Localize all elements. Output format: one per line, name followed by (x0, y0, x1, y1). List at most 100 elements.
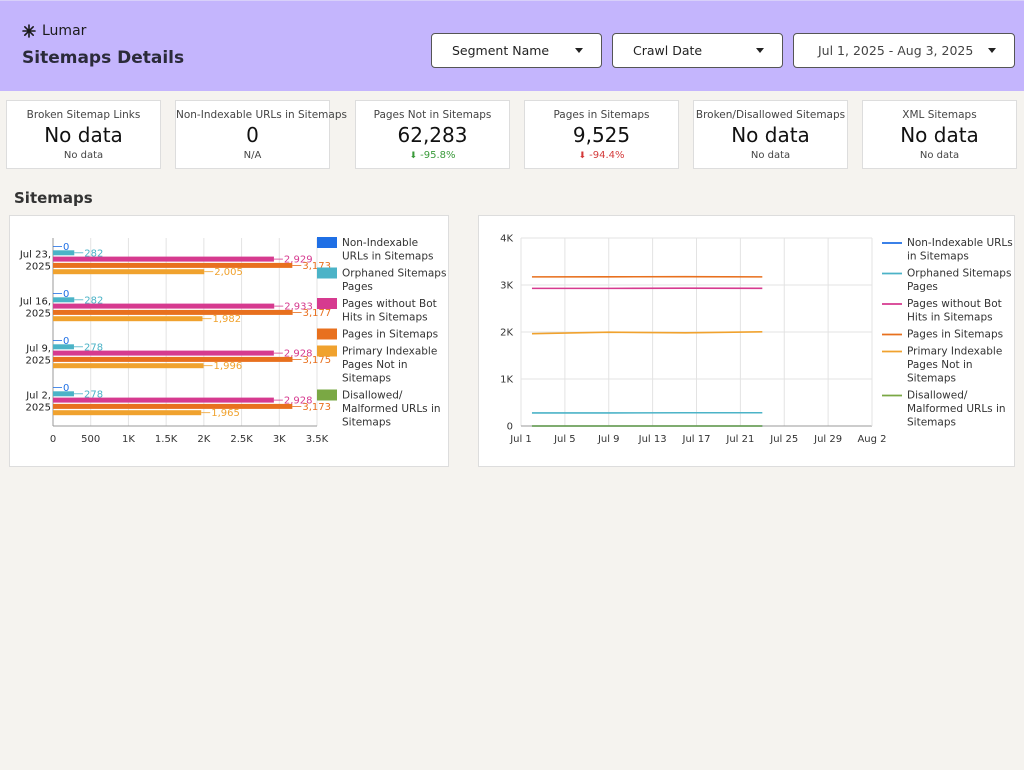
kpi-value: 0 (246, 123, 259, 147)
bar (53, 262, 293, 268)
kpi-sub: No data (750, 150, 791, 161)
legend-swatch (317, 345, 337, 357)
legend-swatch (317, 237, 337, 248)
bar (53, 250, 75, 256)
data-label: 278 (84, 389, 103, 400)
legend-label: Pages (907, 281, 938, 293)
x-tick-label: Jul 1 (509, 434, 532, 445)
data-label: 2,928 (284, 396, 313, 407)
category-label: 2025 (26, 308, 51, 319)
kpi-pages-not-in-sitemaps: Pages Not in Sitemaps 62,283 ⬇ -95.8% (355, 100, 510, 169)
kpi-label: XML Sitemaps (902, 109, 977, 121)
date-range-picker[interactable]: Jul 1, 2025 - Aug 3, 2025 (793, 33, 1015, 68)
data-label: 278 (84, 342, 103, 353)
kpi-delta-value: -94.4% (589, 150, 625, 161)
x-tick-label: Jul 9 (597, 434, 620, 445)
legend-label: Pages in Sitemaps (907, 329, 1003, 341)
legend-label: Sitemaps (342, 373, 391, 385)
kpi-sub: N/A (243, 150, 262, 161)
x-tick-label: Jul 13 (638, 434, 667, 445)
legend-label: Sitemaps (342, 417, 391, 429)
caret-down-icon (756, 48, 764, 53)
legend-label: URLs in Sitemaps (342, 251, 434, 263)
data-label: 282 (84, 295, 103, 306)
kpi-broken-sitemap-links: Broken Sitemap Links No data No data (6, 100, 161, 169)
brand-logo: Lumar (22, 23, 86, 39)
legend-label: Pages Not in (907, 359, 973, 371)
legend-label: Pages without Bot (342, 298, 437, 310)
crawl-date-label: Crawl Date (633, 43, 703, 58)
category-label: 2025 (26, 261, 51, 272)
series-line (531, 330, 763, 335)
y-tick-label: 0 (507, 422, 513, 433)
legend-label: Pages without Bot (907, 298, 1002, 310)
y-tick-label: 3K (500, 281, 513, 292)
x-tick-label: 1.5K (155, 434, 178, 445)
category-label: 2025 (26, 355, 51, 366)
kpi-label: Pages Not in Sitemaps (373, 109, 492, 121)
legend-label: Sitemaps (907, 373, 956, 385)
y-tick-label: 2K (500, 328, 513, 339)
bar (53, 309, 293, 315)
kpi-sub: No data (919, 150, 960, 161)
bar (53, 363, 204, 369)
category-label: Jul 2, (25, 390, 51, 401)
data-label: 0 (63, 336, 69, 347)
arrow-down-icon: ⬇ (409, 151, 417, 161)
y-tick-label: 4K (500, 234, 513, 245)
legend-label: Non-Indexable (342, 237, 418, 249)
caret-down-icon (575, 48, 583, 53)
kpi-value: No data (900, 123, 979, 147)
legend-swatch (317, 267, 337, 279)
date-range-label: Jul 1, 2025 - Aug 3, 2025 (818, 43, 974, 58)
kpi-sub: No data (63, 150, 104, 161)
arrow-down-icon: ⬇ (578, 151, 586, 161)
kpi-label: Non-Indexable URLs in Sitemaps (176, 109, 347, 121)
data-label: 3,175 (302, 355, 331, 366)
legend-label: Disallowed/ (907, 390, 968, 402)
bar (53, 397, 274, 403)
kpi-delta: ⬇ -94.4% (525, 150, 678, 161)
x-tick-label: 0 (50, 434, 56, 445)
legend-label: Malformed URLs in (342, 403, 441, 415)
legend-swatch (317, 389, 337, 401)
data-label: 1,982 (212, 314, 241, 325)
x-tick-label: 3.5K (306, 434, 329, 445)
kpi-value: 62,283 (397, 123, 468, 147)
lumar-logo-icon (22, 24, 36, 38)
data-label: 3,177 (303, 308, 332, 319)
data-label: 2,929 (284, 255, 313, 266)
legend-label: Pages in Sitemaps (342, 329, 438, 341)
bar (53, 303, 275, 309)
y-tick-label: 1K (500, 375, 513, 386)
kpi-value: 9,525 (572, 123, 631, 147)
x-tick-label: Jul 21 (725, 434, 754, 445)
data-label: 3,173 (302, 261, 331, 272)
data-label: 0 (63, 289, 69, 300)
data-label: 2,933 (284, 302, 313, 313)
bar (53, 316, 203, 322)
category-label: Jul 23, (19, 249, 51, 260)
segment-name-dropdown[interactable]: Segment Name (431, 33, 602, 68)
line-chart: 0 1K 2K 3K 4K Jul 1 Jul 5 Jul 9 Jul 13 Jul 17 Jul … (500, 234, 1013, 446)
data-label: 282 (84, 248, 103, 259)
bar-chart-panel: 0 500 1K 1.5K 2K 2.5K 3K 3.5K Jul 23, 2025 0 282 2,9… (9, 215, 449, 467)
bar (53, 269, 205, 275)
legend-label: Pages Not in (342, 359, 408, 371)
bar (53, 410, 202, 416)
page-title: Sitemaps Details (22, 48, 185, 68)
crawl-date-dropdown[interactable]: Crawl Date (612, 33, 783, 68)
legend-label: Non-Indexable URLs (907, 237, 1013, 249)
kpi-value: No data (731, 123, 810, 147)
kpi-delta-value: -95.8% (420, 150, 456, 161)
kpi-pages-in-sitemaps: Pages in Sitemaps 9,525 ⬇ -94.4% (524, 100, 679, 169)
x-tick-label: 2K (197, 434, 210, 445)
category-label: Jul 16, (19, 296, 51, 307)
x-tick-label: Jul 29 (813, 434, 842, 445)
bar (53, 350, 274, 356)
legend-label: Hits in Sitemaps (907, 312, 993, 324)
data-label: 0 (63, 383, 69, 394)
brand-name: Lumar (42, 23, 87, 39)
legend-label: Primary Indexable (907, 346, 1002, 358)
